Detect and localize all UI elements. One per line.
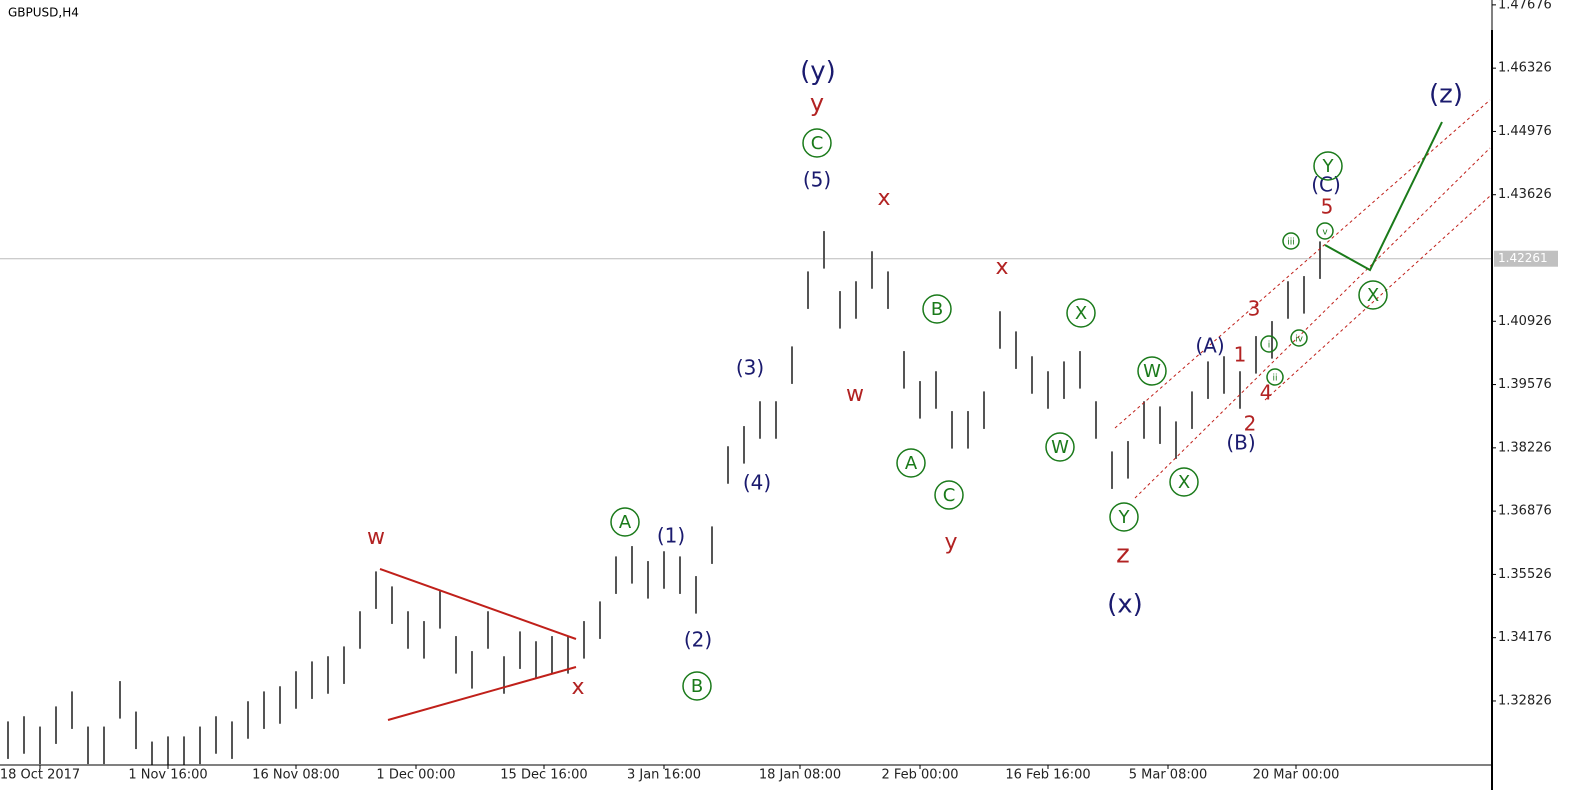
y-tick-label: 1.36876: [1498, 504, 1552, 519]
x-tick-label: 3 Jan 16:00: [627, 768, 701, 783]
wave-label: (1): [657, 524, 685, 548]
x-tick-label: 1 Nov 16:00: [128, 768, 207, 783]
x-tick-label: 15 Dec 16:00: [500, 768, 587, 783]
y-tick-label: 1.35526: [1498, 567, 1552, 582]
drawings: [0, 0, 1493, 790]
channel-line: [1114, 99, 1491, 429]
wave-label: A: [619, 512, 632, 533]
wave-label: Y: [1322, 156, 1335, 177]
wave-label: X: [1178, 472, 1190, 493]
wave-circle: [1358, 280, 1388, 310]
y-tick-label: 1.38226: [1498, 440, 1552, 455]
y-tick-label: 1.46326: [1498, 61, 1552, 76]
wave-circle: [1260, 335, 1278, 353]
wave-circle: [1290, 329, 1308, 347]
y-tick-label: 1.39576: [1498, 377, 1552, 392]
wave-label: (2): [684, 628, 712, 652]
plot-area: [0, 231, 1492, 765]
wave-label: w: [846, 382, 864, 407]
y-tick-label: 1.40926: [1498, 314, 1552, 329]
wave-label: X: [1367, 285, 1379, 306]
y-tick-label: 1.34176: [1498, 630, 1552, 645]
triangle-line: [379, 568, 577, 640]
wave-label: (C): [1311, 173, 1341, 197]
wave-label: iv: [1295, 335, 1304, 345]
wave-circle: [1066, 298, 1096, 328]
wave-circle: [1316, 222, 1334, 240]
wave-label: x: [571, 675, 584, 700]
wave-circle: [802, 128, 832, 158]
wave-label: C: [811, 133, 824, 154]
wave-label: X: [1075, 303, 1087, 324]
wave-label: W: [1051, 437, 1069, 458]
wave-label: (5): [803, 168, 831, 192]
wave-label: (A): [1195, 334, 1224, 358]
x-tick-label: 16 Nov 08:00: [252, 768, 340, 783]
wave-label: 2: [1244, 412, 1257, 436]
wave-label: 5: [1321, 195, 1334, 219]
wave-label: 3: [1248, 297, 1261, 321]
wave-label: (z): [1429, 80, 1463, 110]
wave-label: W: [1143, 361, 1161, 382]
x-tick-label: 2 Feb 00:00: [881, 768, 958, 783]
wave-label: (3): [736, 356, 764, 380]
wave-label: i: [1268, 341, 1271, 351]
wave-label: Y: [1118, 507, 1131, 528]
wave-label: (y): [800, 57, 836, 87]
x-tick-label: 18 Jan 08:00: [759, 768, 841, 783]
wave-circle: [922, 294, 952, 324]
wave-label: 4: [1260, 381, 1273, 405]
wave-label: B: [691, 676, 703, 697]
wave-label: w: [367, 525, 385, 550]
y-tick-label: 1.32826: [1498, 693, 1552, 708]
projection-path: [1324, 121, 1443, 272]
wave-label: y: [944, 530, 957, 555]
channel-line: [1264, 195, 1491, 401]
wave-circle: [1137, 356, 1167, 386]
wave-circle: [682, 671, 712, 701]
wave-circle: [896, 448, 926, 478]
x-tick-label: 18 Oct 2017: [0, 768, 80, 783]
x-tick-label: 16 Feb 16:00: [1005, 768, 1090, 783]
wave-circle: [1266, 368, 1284, 386]
wave-circle: [1282, 232, 1300, 250]
chart-title: GBPUSD,H4: [8, 6, 79, 20]
y-tick-label: 1.47676: [1498, 0, 1552, 12]
channel-line: [1134, 147, 1491, 499]
price-label: 1.42261: [1498, 251, 1548, 265]
price-label-box: [1494, 250, 1558, 267]
x-tick-label: 20 Mar 00:00: [1253, 768, 1340, 783]
wave-circle: [610, 507, 640, 537]
wave-label: x: [877, 186, 890, 211]
wave-label: ii: [1272, 374, 1277, 384]
wave-circle: [1169, 467, 1199, 497]
y-tick-label: 1.43626: [1498, 187, 1552, 202]
wave-label: B: [931, 299, 943, 320]
triangle-line: [387, 666, 577, 721]
wave-label: v: [1322, 228, 1328, 238]
wave-circle: [934, 480, 964, 510]
y-tick-label: 1.44976: [1498, 124, 1552, 139]
wave-label: iii: [1287, 238, 1295, 248]
wave-label: C: [943, 485, 956, 506]
wave-circle: [1109, 502, 1139, 532]
wave-label: 1: [1234, 343, 1247, 367]
wave-label: (x): [1107, 590, 1143, 620]
x-tick-label: 5 Mar 08:00: [1129, 768, 1208, 783]
wave-circle: [1313, 151, 1343, 181]
wave-label: z: [1116, 540, 1130, 570]
x-tick-label: 1 Dec 00:00: [376, 768, 455, 783]
wave-circle: [1045, 432, 1075, 462]
wave-label: A: [905, 453, 918, 474]
wave-label: (B): [1226, 431, 1255, 455]
wave-label: y: [810, 89, 824, 117]
wave-label: x: [995, 255, 1008, 280]
wave-label: (4): [743, 471, 771, 495]
